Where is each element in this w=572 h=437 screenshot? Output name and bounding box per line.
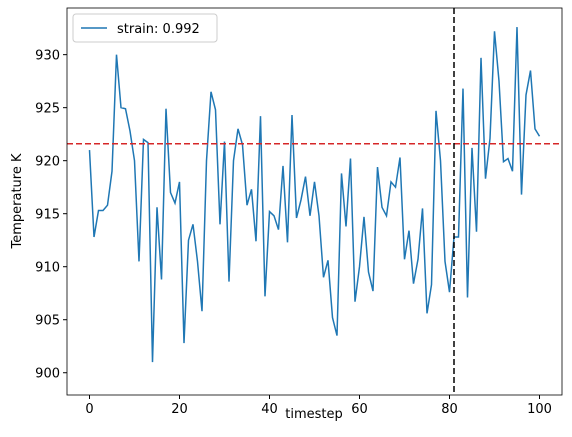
y-tick-label: 900 — [35, 367, 60, 382]
x-tick-label: 60 — [351, 402, 368, 417]
x-tick-label: 80 — [441, 402, 458, 417]
x-tick-label: 0 — [85, 402, 93, 417]
y-tick-label: 910 — [35, 261, 60, 276]
y-tick-label: 915 — [35, 208, 60, 223]
plot-frame — [66, 7, 563, 396]
legend-box — [72, 13, 218, 43]
y-tick-label: 920 — [35, 155, 60, 170]
x-tick-label: 100 — [527, 402, 552, 417]
x-tick-label: 20 — [171, 402, 188, 417]
x-axis-label: timestep — [285, 407, 343, 422]
y-tick-label: 905 — [35, 314, 60, 329]
data-line — [88, 27, 541, 363]
legend-label: strain: 0.992 — [117, 22, 200, 37]
x-tick-label: 40 — [261, 402, 278, 417]
y-axis-label: Temperature K — [10, 153, 25, 249]
y-tick-label: 930 — [35, 49, 60, 64]
y-tick-label: 925 — [35, 102, 60, 117]
